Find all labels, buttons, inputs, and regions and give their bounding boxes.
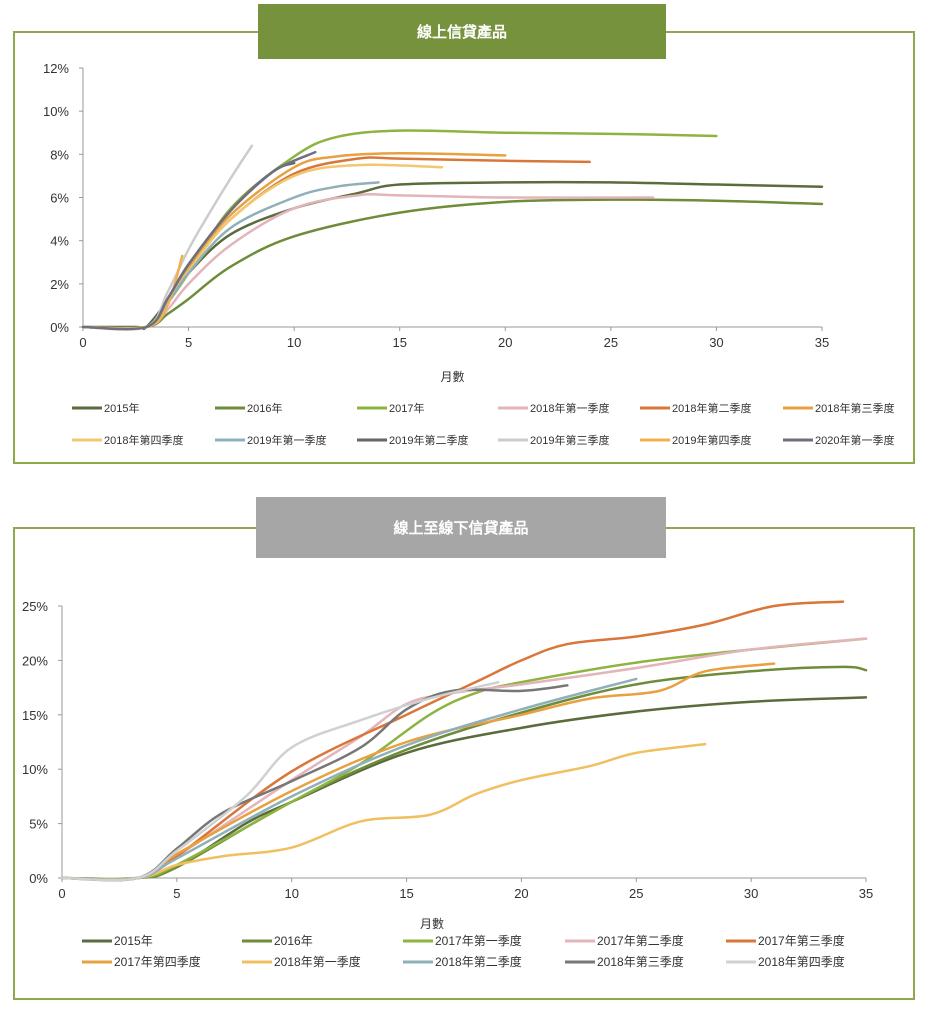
- x-tick-label: 30: [709, 335, 723, 350]
- legend-label: 2018年第四季度: [104, 433, 183, 447]
- legend-label: 2018年第三季度: [597, 954, 684, 969]
- series-line-9: [60, 680, 500, 882]
- legend-label: 2016年: [247, 401, 282, 415]
- x-tick-label: 15: [399, 886, 413, 901]
- y-tick-label: 8%: [50, 147, 69, 162]
- y-tick-label: 15%: [22, 708, 48, 723]
- legend-label: 2019年第四季度: [672, 433, 751, 447]
- x-tick-label: 30: [744, 886, 758, 901]
- series-line-1: [81, 198, 824, 330]
- chart-panel-online: [13, 31, 915, 464]
- legend-label: 2015年: [114, 934, 153, 948]
- chart-panel-o2o: [13, 527, 915, 1000]
- x-tick-label: 5: [173, 886, 180, 901]
- legend-label: 2017年: [389, 401, 424, 415]
- x-axis-label: 月數: [440, 370, 464, 384]
- legend-label: 2020年第一季度: [815, 433, 894, 447]
- legend-label: 2018年第四季度: [758, 954, 845, 969]
- legend-label: 2018年第二季度: [435, 954, 522, 969]
- x-tick-label: 0: [79, 335, 86, 350]
- legend-label: 2019年第一季度: [247, 433, 326, 447]
- legend-label: 2018年第一季度: [274, 954, 361, 969]
- y-tick-label: 10%: [43, 104, 69, 119]
- series-line-11: [81, 150, 317, 331]
- x-axis-label: 月數: [420, 917, 444, 931]
- x-tick-label: 0: [58, 886, 65, 901]
- y-tick-label: 25%: [22, 599, 48, 614]
- legend-label: 2018年第三季度: [815, 401, 894, 415]
- series-line-8: [60, 684, 569, 882]
- series-line-4: [60, 600, 845, 881]
- legend-label: 2015年: [104, 401, 139, 415]
- series-line-2: [81, 129, 718, 331]
- series-line-3: [81, 193, 655, 330]
- x-tick-label: 10: [284, 886, 298, 901]
- y-tick-label: 2%: [50, 277, 69, 292]
- y-tick-label: 0%: [50, 320, 69, 335]
- y-tick-label: 6%: [50, 191, 69, 206]
- x-tick-label: 25: [604, 335, 618, 350]
- chart-title-online: 線上信貸產品: [258, 4, 666, 59]
- series-line-5: [60, 662, 776, 882]
- x-tick-label: 20: [514, 886, 528, 901]
- legend-label: 2016年: [274, 934, 313, 948]
- legend-label: 2019年第三季度: [530, 433, 609, 447]
- y-tick-label: 20%: [22, 653, 48, 668]
- series-line-7: [81, 181, 380, 331]
- x-tick-label: 35: [859, 886, 873, 901]
- x-tick-label: 15: [392, 335, 406, 350]
- legend-label: 2018年第一季度: [530, 401, 609, 415]
- series-line-6: [60, 742, 707, 881]
- legend-label: 2019年第二季度: [389, 433, 468, 447]
- y-tick-label: 10%: [22, 762, 48, 777]
- series-line-7: [60, 677, 638, 881]
- legend-label: 2017年第二季度: [597, 933, 684, 948]
- x-tick-label: 20: [498, 335, 512, 350]
- y-tick-label: 12%: [43, 61, 69, 76]
- x-tick-label: 25: [629, 886, 643, 901]
- series-line-5: [81, 152, 507, 331]
- y-tick-label: 5%: [29, 817, 48, 832]
- x-tick-label: 5: [185, 335, 192, 350]
- chart-title-o2o: 線上至線下信貸產品: [256, 497, 666, 558]
- series-line-1: [60, 665, 868, 881]
- x-tick-label: 35: [815, 335, 829, 350]
- y-tick-label: 0%: [29, 871, 48, 886]
- legend-label: 2017年第四季度: [114, 954, 201, 969]
- x-tick-label: 10: [287, 335, 301, 350]
- legend-label: 2017年第一季度: [435, 933, 522, 948]
- legend-label: 2017年第三季度: [758, 933, 845, 948]
- y-tick-label: 4%: [50, 234, 69, 249]
- legend-label: 2018年第二季度: [672, 401, 751, 415]
